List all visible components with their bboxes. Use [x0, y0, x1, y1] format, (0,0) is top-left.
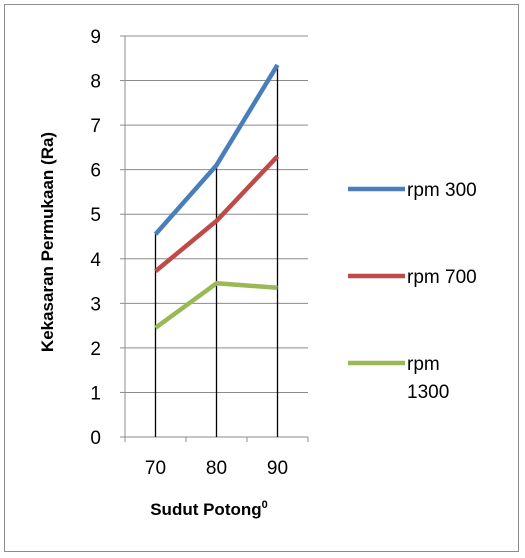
x-axis-title-superscript: 0 — [262, 499, 268, 511]
y-tick-label-0: 0 — [90, 428, 101, 449]
x-tick-label-70: 70 — [145, 458, 166, 479]
y-tick-label-9: 9 — [90, 27, 101, 48]
series-line-rpm-700 — [154, 154, 280, 273]
legend-label-rpm-1300: rpm 1300 — [407, 354, 449, 403]
y-tick-label-7: 7 — [90, 116, 101, 137]
legend-label-line: rpm 700 — [407, 267, 477, 288]
y-tick-label-4: 4 — [90, 250, 101, 271]
y-tick-label-3: 3 — [90, 294, 101, 315]
series-lines — [153, 63, 280, 330]
legend: rpm 300 rpm 700 rpm 1300 — [348, 180, 477, 403]
y-axis-title: Kekasaran Permukaan (Ra) — [38, 132, 57, 352]
series-line-rpm-300 — [153, 63, 280, 236]
legend-label-line: 1300 — [407, 382, 449, 403]
legend-label-rpm-300: rpm 300 — [407, 180, 477, 201]
y-tick-label-8: 8 — [90, 72, 101, 93]
x-axis-title: Sudut Potong0 — [150, 499, 268, 519]
x-axis-title-text: Sudut Potong — [150, 500, 261, 519]
y-tick-label-6: 6 — [90, 161, 101, 182]
legend-label-line: rpm 300 — [407, 180, 477, 201]
y-tick-label-5: 5 — [90, 205, 101, 226]
x-tick-label-80: 80 — [206, 458, 227, 479]
x-tick-labels: 70 80 90 — [145, 458, 288, 479]
drop-lines — [154, 64, 279, 437]
legend-label-rpm-700: rpm 700 — [407, 267, 477, 288]
x-tick-label-90: 90 — [267, 458, 288, 479]
y-tick-label-2: 2 — [90, 339, 101, 360]
axes — [120, 35, 309, 442]
series-line-rpm-1300 — [154, 281, 278, 330]
legend-label-line: rpm — [407, 354, 440, 375]
y-tick-label-1: 1 — [90, 383, 101, 404]
y-tick-labels: 0 1 2 3 4 5 6 7 8 9 — [90, 27, 101, 449]
